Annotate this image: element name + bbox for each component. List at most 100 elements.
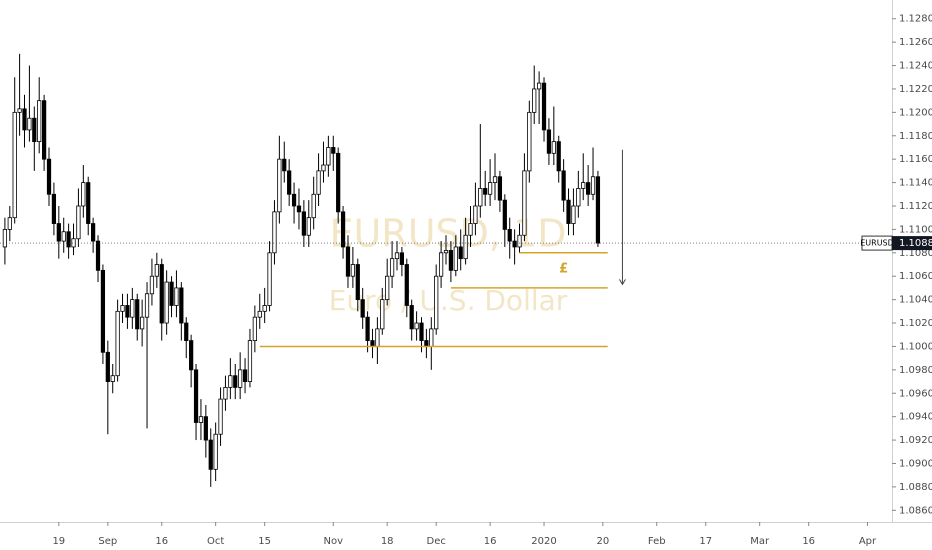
y-tick-label: 1.08800 xyxy=(899,482,932,493)
candle-body xyxy=(41,100,47,160)
candle-body xyxy=(345,246,351,277)
candle-body xyxy=(208,439,213,470)
candle-body xyxy=(27,117,32,131)
candle-body xyxy=(414,322,419,330)
watermark-subtitle: Euro / U.S. Dollar xyxy=(329,284,568,317)
candle-body xyxy=(267,252,272,306)
candle-body xyxy=(527,111,532,172)
candle-body xyxy=(7,217,12,230)
candle-body xyxy=(365,316,370,341)
candle-body xyxy=(272,211,277,254)
candle-body xyxy=(218,398,223,435)
x-tick-label: Sep xyxy=(98,536,117,547)
candle-body xyxy=(56,223,61,242)
candle-body xyxy=(336,152,341,213)
candle-body xyxy=(438,252,444,277)
x-tick-label: Mar xyxy=(750,536,770,547)
candle-body xyxy=(203,416,208,441)
y-tick-label: 1.09000 xyxy=(899,458,932,469)
y-tick-label: 1.09400 xyxy=(899,412,932,423)
candle-body xyxy=(566,199,571,224)
candle-body xyxy=(81,182,86,207)
y-tick-label: 1.10000 xyxy=(899,341,932,352)
x-tick-label: 20 xyxy=(596,536,609,547)
candle-body xyxy=(193,369,199,423)
y-tick-label: 1.12200 xyxy=(899,84,932,95)
candle-body xyxy=(492,176,498,183)
candle-body xyxy=(91,223,96,242)
candle-body xyxy=(556,141,561,172)
y-tick-label: 1.09200 xyxy=(899,435,932,446)
candle-body xyxy=(179,287,184,324)
candle-body xyxy=(409,305,414,330)
x-tick-label: 17 xyxy=(699,536,712,547)
candle-body xyxy=(291,193,297,207)
candle-body xyxy=(434,275,439,330)
y-tick-label: 1.12000 xyxy=(899,107,932,118)
candle-body xyxy=(159,264,164,324)
x-tick-label: 16 xyxy=(155,536,168,547)
candle-body xyxy=(497,176,503,201)
candle-body xyxy=(355,264,360,301)
y-tick-label: 1.11800 xyxy=(899,131,932,142)
arrow-head xyxy=(619,279,626,286)
candle-body xyxy=(277,158,282,213)
candle-body xyxy=(37,100,42,143)
candle-body xyxy=(507,228,512,242)
candle-body xyxy=(429,328,434,347)
candle-body xyxy=(517,234,522,248)
candle-body xyxy=(453,246,458,271)
candle-body xyxy=(532,88,537,113)
candle-body xyxy=(561,170,566,201)
candle-body xyxy=(262,305,267,312)
candle-body xyxy=(350,264,355,277)
y-tick-label: 1.10200 xyxy=(899,318,932,329)
candle-body xyxy=(105,351,110,382)
candle-body xyxy=(2,228,8,248)
candle-body xyxy=(458,246,463,260)
candle-body xyxy=(424,340,429,347)
candle-body xyxy=(110,375,115,382)
candle-body xyxy=(125,305,130,318)
candle-body xyxy=(537,82,542,90)
candle-body xyxy=(463,234,468,260)
symbol-label: EURUSD xyxy=(860,239,894,248)
y-tick-label: 1.11200 xyxy=(899,201,932,212)
candle-body xyxy=(522,170,527,236)
candle-body xyxy=(247,340,253,382)
candle-body xyxy=(487,182,493,195)
y-tick-label: 1.11000 xyxy=(899,224,932,235)
candle-body xyxy=(140,316,145,330)
candle-body xyxy=(86,182,91,224)
y-tick-label: 1.12400 xyxy=(899,61,932,72)
candle-body xyxy=(380,299,385,330)
candle-body xyxy=(483,188,488,195)
y-tick-label: 1.12800 xyxy=(899,14,932,25)
candle-body xyxy=(399,252,405,265)
candle-body xyxy=(233,375,238,388)
candle-body xyxy=(51,193,57,224)
candle-body xyxy=(213,433,218,470)
note-symbol: £ xyxy=(559,262,568,277)
candle-body xyxy=(478,188,483,207)
candle-body xyxy=(61,231,66,242)
candle-body xyxy=(595,176,601,244)
y-tick-label: 1.11400 xyxy=(899,178,932,189)
candle-body xyxy=(590,176,596,195)
candle-body xyxy=(331,147,336,154)
x-tick-label: 15 xyxy=(258,536,271,547)
candle-body xyxy=(512,240,517,248)
x-tick-label: Apr xyxy=(859,536,877,547)
candle-body xyxy=(473,205,478,224)
candle-body xyxy=(370,340,375,347)
candle-body xyxy=(394,252,400,260)
candle-body xyxy=(360,299,365,318)
candle-body xyxy=(22,108,27,131)
candle-body xyxy=(468,223,473,236)
candle-body xyxy=(576,188,581,207)
x-tick-label: 19 xyxy=(52,536,65,547)
y-tick-label: 1.09800 xyxy=(899,365,932,376)
candle-body xyxy=(340,211,346,248)
price-tag-label: 1.10883 xyxy=(899,238,932,249)
